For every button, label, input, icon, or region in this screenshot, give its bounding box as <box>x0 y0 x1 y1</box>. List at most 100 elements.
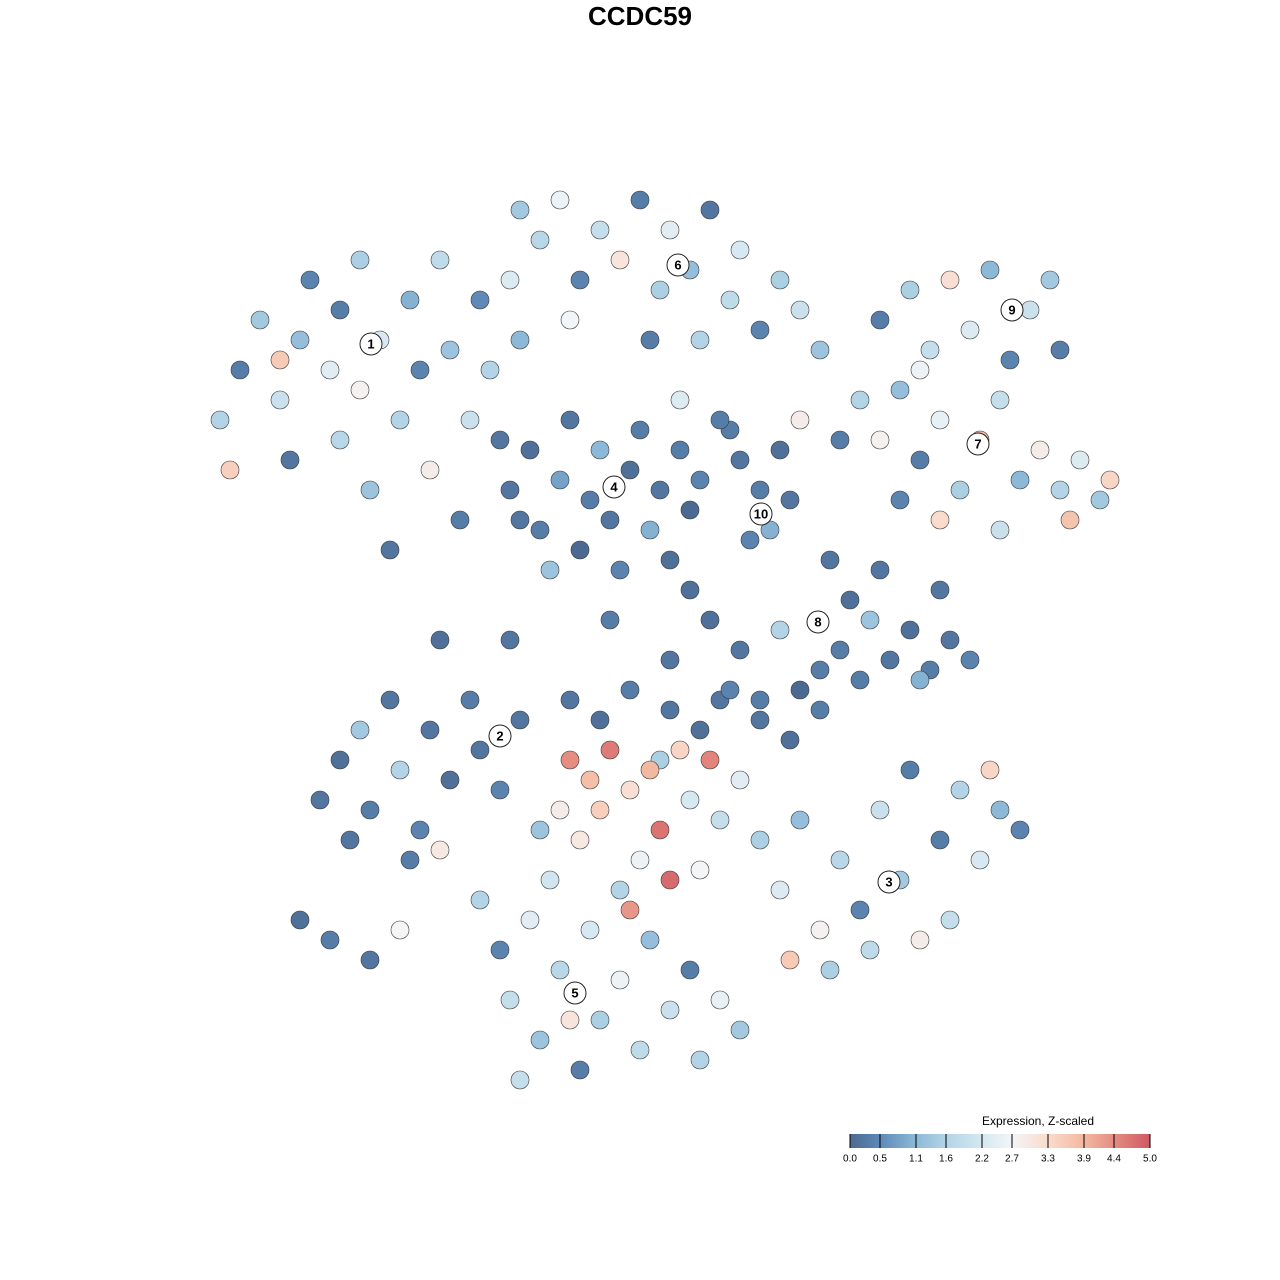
point <box>1050 480 1070 500</box>
point <box>520 440 540 460</box>
point <box>750 710 770 730</box>
point <box>890 490 910 510</box>
point <box>490 940 510 960</box>
point <box>960 320 980 340</box>
point <box>400 290 420 310</box>
point <box>620 900 640 920</box>
point <box>480 360 500 380</box>
point <box>330 430 350 450</box>
point <box>350 380 370 400</box>
point <box>470 290 490 310</box>
point <box>500 270 520 290</box>
point <box>780 730 800 750</box>
point <box>910 930 930 950</box>
point <box>380 540 400 560</box>
point <box>930 830 950 850</box>
point <box>280 450 300 470</box>
point <box>460 690 480 710</box>
cluster-label-bg <box>1000 298 1024 322</box>
point <box>390 410 410 430</box>
point <box>790 810 810 830</box>
point <box>890 380 910 400</box>
point <box>830 430 850 450</box>
point <box>470 890 490 910</box>
chart-title: CCDC59 <box>588 1 692 31</box>
point <box>940 630 960 650</box>
point <box>840 590 860 610</box>
point <box>550 190 570 210</box>
cluster-label-bg <box>966 432 990 456</box>
point <box>750 480 770 500</box>
point <box>980 760 1000 780</box>
point <box>450 510 470 530</box>
point <box>940 270 960 290</box>
point <box>210 410 230 430</box>
point <box>680 790 700 810</box>
point <box>500 630 520 650</box>
colorbar-tick-label: 2.7 <box>1005 1154 1019 1165</box>
point <box>320 360 340 380</box>
point <box>560 410 580 430</box>
point <box>620 460 640 480</box>
point <box>660 550 680 570</box>
point <box>880 650 900 670</box>
point <box>720 680 740 700</box>
point <box>870 430 890 450</box>
point <box>610 560 630 580</box>
cluster-label-bg <box>359 332 383 356</box>
point <box>600 740 620 760</box>
point <box>1030 440 1050 460</box>
point <box>690 470 710 490</box>
point <box>550 470 570 490</box>
point <box>650 820 670 840</box>
point <box>630 420 650 440</box>
cluster-label-bg <box>563 981 587 1005</box>
point <box>470 740 490 760</box>
point <box>460 410 480 430</box>
point <box>720 290 740 310</box>
point <box>350 720 370 740</box>
colorbar-tick-label: 3.3 <box>1041 1154 1055 1165</box>
point <box>920 340 940 360</box>
point <box>630 190 650 210</box>
point <box>740 530 760 550</box>
point <box>910 450 930 470</box>
point <box>910 670 930 690</box>
point <box>580 490 600 510</box>
point <box>780 950 800 970</box>
point <box>590 1010 610 1030</box>
point <box>330 300 350 320</box>
point <box>350 250 370 270</box>
point <box>300 270 320 290</box>
point <box>850 900 870 920</box>
cluster-label-bg <box>602 475 626 499</box>
point <box>750 320 770 340</box>
cluster-label-bg <box>488 724 512 748</box>
point <box>710 410 730 430</box>
point <box>790 300 810 320</box>
point <box>560 750 580 770</box>
cluster-label: 4 <box>610 479 618 494</box>
point <box>360 800 380 820</box>
point <box>640 760 660 780</box>
point <box>310 790 330 810</box>
point <box>990 800 1010 820</box>
colorbar-tick-label: 4.4 <box>1107 1154 1121 1165</box>
point <box>820 960 840 980</box>
point <box>700 200 720 220</box>
point <box>560 310 580 330</box>
point <box>660 870 680 890</box>
point <box>730 450 750 470</box>
point <box>1100 470 1120 490</box>
point <box>730 1020 750 1040</box>
point <box>940 910 960 930</box>
colorbar-tick-label: 0.0 <box>843 1154 857 1165</box>
point <box>770 880 790 900</box>
point <box>830 640 850 660</box>
point <box>650 280 670 300</box>
point <box>1040 270 1060 290</box>
point <box>870 800 890 820</box>
point <box>860 940 880 960</box>
point <box>930 580 950 600</box>
